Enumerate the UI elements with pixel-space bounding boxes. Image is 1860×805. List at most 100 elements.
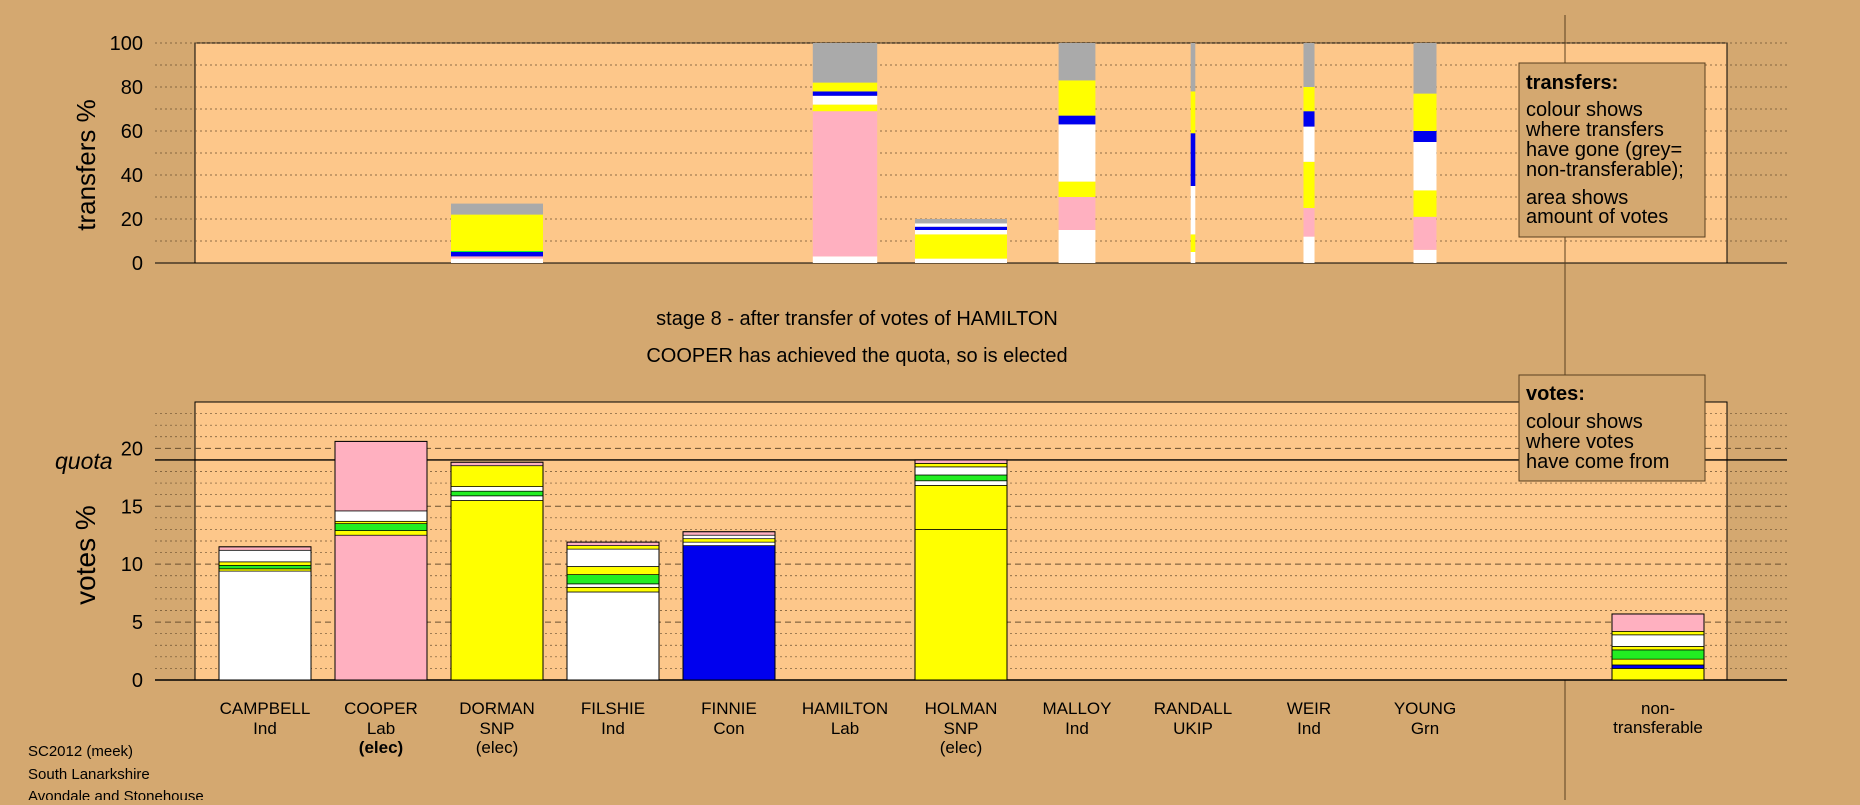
votes-bar-segment [450,461,544,467]
transfers-bar-segment [1413,216,1437,250]
candidate-name-label: RANDALL [1154,699,1232,718]
votes-bar-segment [450,495,544,501]
candidate-party-label: Con [713,719,744,738]
transfers-bar-segment [1303,126,1315,162]
candidate-status-label: (elec) [476,738,519,757]
votes-bar-segment [1611,613,1705,632]
votes-bar-segment [566,541,660,546]
transfers-legend: transfers: colour shows where transfers … [1518,62,1706,238]
votes-y-tick-label: 20 [121,438,143,460]
transfers-y-tick-label: 40 [121,165,143,187]
category-label-non-transferable: non- [1641,699,1675,718]
candidate-party-label: Lab [831,719,859,738]
footer-ward: Avondale and Stonehouse [28,788,204,800]
transfers-bar-segment [1303,87,1315,112]
votes-legend-line: colour shows [1526,411,1643,433]
transfers-bar-segment [1303,236,1315,263]
votes-legend-line: have come from [1526,451,1669,473]
votes-bar-outline [566,541,660,681]
votes-y-tick-label: 15 [121,496,143,518]
votes-bar-outline [914,459,1008,681]
transfers-y-tick-label: 20 [121,209,143,231]
votes-bar-segment [682,534,776,540]
votes-bar-segment [1611,649,1705,660]
transfers-bar-segment [812,91,878,96]
votes-bar-segment [682,531,776,536]
transfers-bar-segment [915,230,1007,235]
votes-bar-segment [450,465,544,487]
votes-bar-segment [334,523,428,531]
votes-bar-segment [1611,630,1705,636]
transfers-y-tick-label: 60 [121,121,143,143]
votes-bar-segment [914,485,1008,530]
candidate-name-label: HAMILTON [802,699,888,718]
votes-bar-segment [914,529,1008,681]
transfers-bar-segment [1413,190,1437,217]
transfers-y-tick-label: 100 [110,33,143,55]
transfers-bar-segment [915,223,1007,227]
candidate-party-label: Ind [601,719,625,738]
transfers-bar-segment [1190,43,1196,92]
transfers-y-ticks: 0 20 40 60 80 100 [110,33,143,275]
transfers-bar-segment [1413,43,1437,94]
transfers-bar-segment [451,252,543,257]
transfers-bar-segment [812,111,878,257]
votes-bar-segment [450,500,544,681]
votes-bar-segment [218,561,312,566]
transfers-bar-segment [915,234,1007,259]
transfers-bar-segment [1190,133,1196,186]
transfers-bar-segment [1303,208,1315,237]
votes-bar-segment [566,583,660,588]
votes-bar-segment [566,586,660,593]
votes-bar-segment [914,480,1008,486]
votes-bar-segment [334,441,428,512]
transfers-legend-line: amount of votes [1526,206,1668,228]
footer-election: SC2012 (meek) [28,743,133,760]
votes-bar-segment [334,510,428,522]
votes-legend-box [1518,374,1706,482]
transfers-bar-segment [1058,197,1096,230]
votes-bar-segment [566,591,660,681]
transfers-bar-segment [1190,91,1196,134]
transfers-bar-segment [1058,80,1096,116]
transfers-legend-line: have gone (grey= [1526,139,1682,161]
candidate-name-label: FINNIE [701,699,757,718]
votes-bar-outline [682,531,776,681]
votes-bar-segment [566,566,660,575]
stage-title: stage 8 - after transfer of votes of HAM… [656,308,1058,330]
votes-bar-segment [218,549,312,563]
votes-bar-segment [566,574,660,585]
votes-bar-segment [566,545,660,550]
transfers-bar-segment [451,256,543,259]
candidate-name-label: HOLMAN [925,699,998,718]
votes-y-tick-label: 10 [121,554,143,576]
votes-bar-segment [450,490,544,497]
votes-bar-segment [1611,664,1705,669]
votes-bar-segment [682,545,776,681]
transfers-y-tick-label: 0 [132,253,143,275]
transfers-bar-segment [1058,115,1096,125]
candidate-party-label: Grn [1411,719,1439,738]
votes-bar-segment [914,459,1008,464]
category-label-non-transferable: transferable [1613,718,1703,737]
transfers-legend-line: area shows [1526,187,1628,209]
transfers-bar-segment [915,258,1007,263]
candidate-party-label: Ind [253,719,277,738]
transfers-chart: 0 20 40 60 80 100 transfers % [71,33,1787,275]
candidate-name-label: WEIR [1287,699,1331,718]
transfers-bar-segment [1413,93,1437,131]
transfers-bar-segment [1190,252,1196,263]
votes-bar-segment [1611,634,1705,647]
footer-council: South Lanarkshire [28,766,150,783]
transfers-bar-segment [1303,43,1315,87]
votes-bar-segment [1611,646,1705,651]
votes-legend-title: votes: [1526,383,1585,405]
candidate-status-label: (elec) [359,738,403,757]
transfers-legend-title: transfers: [1526,72,1618,94]
votes-bar-segment [334,534,428,681]
candidate-name-label: YOUNG [1394,699,1456,718]
candidate-party-label: Ind [1065,719,1089,738]
candidate-name-label: MALLOY [1043,699,1112,718]
